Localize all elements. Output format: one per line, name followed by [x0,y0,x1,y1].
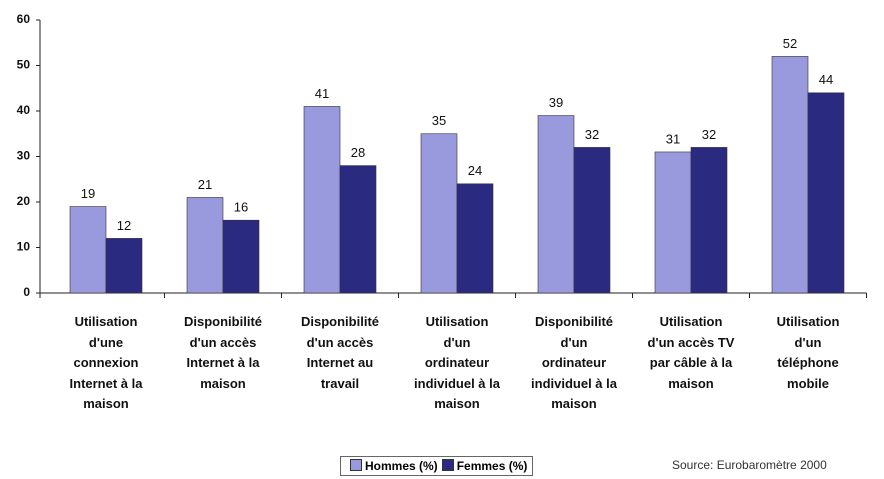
bar [573,147,611,294]
bar [222,219,260,294]
y-tick-label: 10 [17,240,31,254]
bar [771,56,809,294]
value-label: 19 [81,186,95,201]
bar [69,206,107,294]
value-label: 24 [468,163,482,178]
value-label: 52 [783,36,797,51]
x-tick-label: Disponibilité d'un accès Internet au tra… [301,314,379,391]
x-tick-label: Utilisation d'une connexion Internet à l… [69,314,143,411]
bar [690,147,728,294]
x-tick-label: Utilisation d'un accès TV par câble à la… [647,314,735,391]
value-label: 28 [351,145,365,160]
legend-label: Hommes (%) [365,459,438,473]
value-label: 41 [315,86,329,101]
legend-label: Femmes (%) [456,459,528,473]
value-label: 35 [432,113,446,128]
y-tick-label: 0 [23,285,30,299]
bar [654,151,692,294]
legend: Hommes (%) Femmes (%) [340,456,534,476]
x-tick-label: Utilisation d'un ordinateur individuel à… [414,314,500,411]
value-label: 31 [666,131,680,146]
value-label: 16 [234,200,248,215]
bar [303,106,341,294]
y-tick-label: 30 [17,149,31,163]
x-tick-label: Disponibilité d'un ordinateur individuel… [531,314,617,411]
legend-swatch [350,459,362,471]
value-label: 21 [198,177,212,192]
bar [105,238,143,294]
value-label: 12 [117,218,131,233]
y-tick-label: 50 [17,58,31,72]
y-tick-label: 20 [17,194,31,208]
y-tick-label: 60 [17,12,31,26]
bar [186,197,224,294]
y-tick-label: 40 [17,103,31,117]
bar [537,115,575,294]
bar [420,133,458,294]
value-label: 44 [819,72,833,87]
x-tick-label: Disponibilité d'un accès Internet à la m… [184,314,262,391]
value-label: 32 [702,127,716,142]
x-tick-label: Utilisation d'un téléphone mobile [776,314,840,391]
legend-swatch [441,459,454,471]
source: Source: Eurobaromètre 2000 [672,458,827,472]
value-label: 32 [585,127,599,142]
value-label: 39 [549,95,563,110]
bar [807,92,845,294]
bar [456,183,494,294]
bar [339,165,377,294]
